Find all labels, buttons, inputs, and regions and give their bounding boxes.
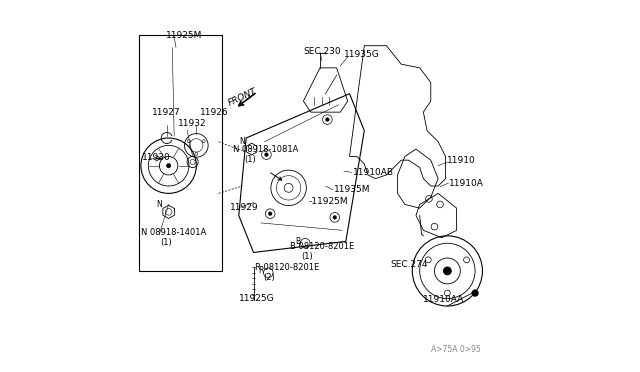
Text: 11910AB: 11910AB (353, 168, 394, 177)
Text: 11929: 11929 (230, 202, 259, 212)
Text: (1): (1) (161, 238, 172, 247)
Text: 11935G: 11935G (344, 51, 380, 60)
Text: 11925M: 11925M (166, 31, 202, 40)
Circle shape (264, 153, 268, 157)
Text: (1): (1) (244, 154, 256, 164)
Text: SEC.274: SEC.274 (390, 260, 428, 269)
Circle shape (333, 215, 337, 219)
Text: 11926: 11926 (200, 108, 228, 118)
Polygon shape (246, 143, 257, 155)
Circle shape (472, 290, 478, 296)
Text: FRONT: FRONT (227, 87, 259, 108)
Text: 11925G: 11925G (239, 294, 275, 303)
Bar (139, 35, 222, 271)
Text: B: B (295, 237, 300, 246)
Text: (2): (2) (263, 273, 275, 282)
Text: 11910: 11910 (447, 156, 476, 166)
Text: R 08120-8201E: R 08120-8201E (255, 263, 319, 272)
Text: A>75A 0>95: A>75A 0>95 (431, 345, 481, 354)
Text: R: R (258, 266, 264, 275)
Circle shape (195, 153, 198, 155)
Circle shape (268, 212, 272, 215)
Text: 11932: 11932 (178, 119, 207, 128)
Circle shape (284, 183, 293, 192)
Text: N: N (239, 137, 245, 146)
Text: B 08120-8201E: B 08120-8201E (291, 243, 355, 251)
Polygon shape (163, 205, 174, 218)
Text: N 08918-1081A: N 08918-1081A (233, 145, 299, 154)
Text: 11927: 11927 (152, 108, 181, 118)
Circle shape (188, 140, 191, 142)
Circle shape (166, 163, 171, 168)
Text: -11925M: -11925M (308, 197, 348, 206)
Text: 11910AA: 11910AA (422, 295, 464, 304)
Text: SEC.230: SEC.230 (303, 47, 341, 56)
Text: N: N (157, 200, 163, 209)
Text: 11910A: 11910A (449, 179, 483, 187)
Text: N 08918-1401A: N 08918-1401A (141, 228, 206, 237)
Text: 11930: 11930 (142, 153, 171, 162)
Text: 11935M: 11935M (333, 185, 370, 194)
Circle shape (326, 118, 329, 121)
Text: (1): (1) (301, 251, 314, 261)
Circle shape (202, 140, 205, 142)
Circle shape (444, 267, 451, 275)
